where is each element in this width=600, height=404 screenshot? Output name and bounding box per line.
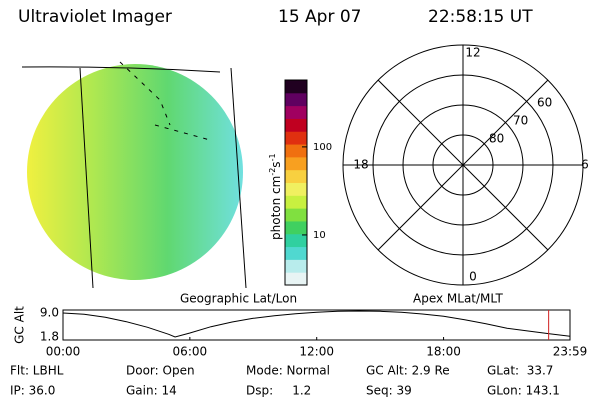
colorbar-unit: s <box>269 161 283 167</box>
status-field: GLon: 143.1 <box>487 384 560 398</box>
mlt-label: 6 <box>581 158 589 172</box>
colorbar-band <box>285 156 307 171</box>
colorbar-unit: photon cm <box>269 176 283 240</box>
map-line <box>119 61 211 141</box>
image-blob <box>27 64 243 280</box>
colorbar-band <box>285 144 307 158</box>
image-label: Geographic Lat/Lon <box>180 292 297 306</box>
status-field: Flt: LBHL <box>10 364 64 378</box>
lat-label: 60 <box>537 96 552 110</box>
colorbar-band <box>285 208 307 222</box>
colorbar-band <box>285 182 307 196</box>
status-field: Gain: 14 <box>126 384 177 398</box>
colorbar-band <box>285 195 307 209</box>
lat-label: 70 <box>513 114 528 128</box>
polar-spoke <box>462 79 549 166</box>
mlt-label: 18 <box>353 158 368 172</box>
colorbar-exp: -2 <box>268 168 277 176</box>
colorbar-band <box>285 233 307 248</box>
colorbar-band <box>285 169 307 183</box>
altitude-label: GC Alt <box>13 306 27 344</box>
status-field: Dsp: 1.2 <box>246 384 311 398</box>
status-field: Mode: Normal <box>246 364 330 378</box>
colorbar-band <box>285 259 307 273</box>
colorbar-band <box>285 92 307 107</box>
title: Ultraviolet Imager <box>18 7 172 27</box>
colorbar: 10 100 <box>284 79 332 286</box>
colorbar-band <box>285 272 307 286</box>
polar-grid: 80 70 60 0 6 12 18 <box>342 44 589 286</box>
status-field: Seq: 39 <box>366 384 412 398</box>
y-tick-label: 9.0 <box>40 306 59 320</box>
status-field: GLat: 33.7 <box>487 364 553 378</box>
x-tick-label: 12:00 <box>299 345 334 359</box>
y-tick-label: 1.8 <box>40 330 59 344</box>
lat-label: 80 <box>489 132 504 146</box>
time: 22:58:15 UT <box>428 7 533 27</box>
altitude-line <box>62 310 571 338</box>
polar-spoke <box>377 164 464 251</box>
x-tick-label: 06:00 <box>173 345 208 359</box>
colorbar-label: photon cm-2s-1 <box>268 153 283 240</box>
colorbar-band <box>285 105 307 119</box>
altitude-plot: 1.8 9.0 00:00 06:00 12:00 18:00 23:59 <box>40 306 587 359</box>
colorbar-frame <box>284 79 308 286</box>
status-field: IP: 36.0 <box>10 384 55 398</box>
date: 15 Apr 07 <box>278 7 361 27</box>
map-line <box>230 67 247 288</box>
auroral-image <box>22 61 247 288</box>
colorbar-band <box>285 246 307 260</box>
mlt-label: 12 <box>465 46 480 60</box>
colorbar-tick-label: 100 <box>313 142 332 153</box>
status: Flt: LBHL Door: Open Mode: Normal GC Alt: 2… <box>10 364 560 398</box>
x-tick-label: 18:00 <box>426 345 461 359</box>
x-tick-label: 23:59 <box>553 345 588 359</box>
colorbar-band <box>285 118 307 132</box>
map-line <box>79 67 94 288</box>
polar-spoke <box>462 164 549 251</box>
x-tick-label: 00:00 <box>46 345 81 359</box>
colorbar-tick-label: 10 <box>313 230 326 241</box>
status-field: Door: Open <box>126 364 195 378</box>
status-field: GC Alt: 2.9 Re <box>366 364 450 378</box>
colorbar-exp: -1 <box>268 153 277 161</box>
mlt-label: 0 <box>469 270 477 284</box>
map-line <box>22 66 221 73</box>
colorbar-band <box>285 220 307 235</box>
colorbar-band <box>285 131 307 145</box>
polar-label: Apex MLat/MLT <box>413 292 503 306</box>
colorbar-band <box>285 80 307 94</box>
polar-spoke <box>377 79 464 166</box>
